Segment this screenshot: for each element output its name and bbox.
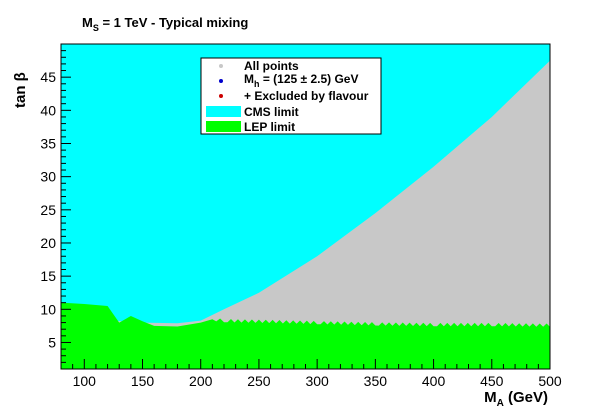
x-tick-label: 500 xyxy=(538,373,562,389)
legend-label-mh-sub: h xyxy=(254,79,260,89)
x-axis-title-sub: A xyxy=(497,398,504,409)
y-axis: 5 10 15 20 25 30 35 40 45 xyxy=(40,43,71,370)
y-tick-label: 15 xyxy=(40,268,56,284)
legend: All points Mh = (125 ± 2.5) GeV + Exclud… xyxy=(200,57,382,135)
y-tick-label: 25 xyxy=(40,202,56,218)
legend-label-cms: CMS limit xyxy=(244,105,299,119)
x-tick-label: 250 xyxy=(247,373,271,389)
chart-title-main: M xyxy=(82,15,93,30)
legend-swatch-lep xyxy=(206,121,241,132)
legend-label-lep: LEP limit xyxy=(244,120,295,134)
legend-label-mh-main: M xyxy=(244,72,254,86)
legend-label-flavour: + Excluded by flavour xyxy=(244,89,369,103)
legend-marker-all-points xyxy=(219,64,223,68)
x-tick-label: 400 xyxy=(422,373,446,389)
x-tick-label: 100 xyxy=(73,373,97,389)
chart-title-rest: = 1 TeV - Typical mixing xyxy=(99,15,248,30)
chart-title: MS = 1 TeV - Typical mixing xyxy=(82,15,248,33)
y-tick-label: 10 xyxy=(40,301,56,317)
legend-label-mh: Mh = (125 ± 2.5) GeV xyxy=(244,72,358,89)
x-tick-label: 450 xyxy=(480,373,504,389)
x-axis: 100 150 200 250 300 350 400 450 500 xyxy=(60,359,562,389)
chart-title-sub: S xyxy=(93,23,99,33)
x-axis-title-main: M xyxy=(484,389,497,406)
x-tick-label: 300 xyxy=(305,373,329,389)
y-tick-label: 45 xyxy=(40,69,56,85)
y-tick-label: 20 xyxy=(40,235,56,251)
y-tick-label: 40 xyxy=(40,102,56,118)
x-tick-label: 350 xyxy=(364,373,388,389)
x-tick-label: 150 xyxy=(131,373,155,389)
y-tick-label: 30 xyxy=(40,169,56,185)
cms-limit-area xyxy=(61,44,550,324)
x-axis-title-rest: (GeV) xyxy=(504,389,548,406)
x-axis-title: MA (GeV) xyxy=(484,389,548,409)
y-tick-label: 35 xyxy=(40,135,56,151)
legend-label-all-points: All points xyxy=(244,59,299,73)
lep-limit-area xyxy=(61,302,550,369)
y-tick-label: 5 xyxy=(48,334,56,350)
legend-marker-mh xyxy=(219,79,223,83)
legend-label-mh-rest: = (125 ± 2.5) GeV xyxy=(260,72,359,86)
y-axis-title: tan β xyxy=(12,72,29,108)
legend-swatch-cms xyxy=(206,106,241,117)
x-tick-label: 200 xyxy=(189,373,213,389)
legend-marker-flavour xyxy=(219,94,223,98)
